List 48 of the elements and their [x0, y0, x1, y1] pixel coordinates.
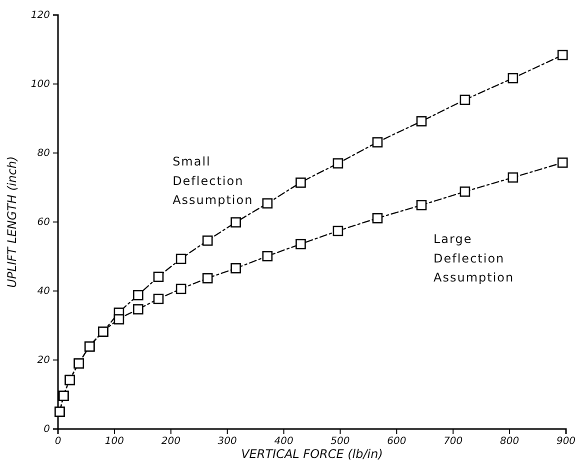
point	[153, 294, 164, 304]
point	[508, 172, 518, 183]
point	[557, 50, 568, 60]
y-tick-label: 20	[37, 355, 50, 366]
x-axis-title: VERTICAL FORCE (lb/in)	[241, 447, 383, 461]
point	[372, 213, 383, 224]
y-tick-label: 120	[30, 10, 50, 22]
point	[332, 226, 344, 236]
point	[114, 314, 124, 324]
point	[460, 186, 470, 197]
x-tick-label: 100	[104, 436, 124, 448]
point	[262, 251, 273, 262]
x-tick-label: 600	[387, 436, 406, 448]
x-tick-label: 400	[274, 436, 294, 448]
x-tick-label: 700	[444, 436, 463, 448]
point	[372, 137, 383, 148]
point	[416, 116, 427, 126]
y-tick-label: 100	[30, 79, 50, 90]
x-tick-label: 900	[556, 436, 576, 448]
y-axis-title: UPLIFT LENGTH (inch)	[5, 156, 19, 288]
y-tick-label: 80	[37, 148, 50, 160]
point	[416, 200, 427, 210]
point	[133, 290, 144, 300]
point	[202, 273, 213, 284]
point	[230, 217, 241, 228]
point	[176, 254, 186, 264]
x-tick-label: 200	[161, 436, 180, 448]
series-label: Small Deflection Assumption	[172, 154, 254, 208]
point	[153, 272, 164, 282]
x-tick-label: 500	[330, 436, 350, 448]
point	[176, 284, 186, 294]
point	[133, 304, 144, 314]
y-tick-label: 40	[37, 286, 50, 298]
point	[262, 198, 273, 209]
point	[460, 94, 470, 106]
point	[332, 158, 344, 168]
y-tick-label: 60	[37, 217, 50, 228]
point	[296, 238, 306, 250]
point	[296, 178, 306, 188]
point	[508, 72, 518, 84]
point	[557, 158, 568, 168]
x-tick-label: 300	[218, 436, 237, 448]
y-tick-label: 0	[44, 424, 50, 436]
series-label: Large Deflection Assumption	[434, 232, 514, 284]
x-tick-label: 800	[500, 436, 520, 448]
x-tick-label: 0	[54, 436, 62, 448]
point	[202, 235, 213, 246]
point	[230, 263, 241, 274]
